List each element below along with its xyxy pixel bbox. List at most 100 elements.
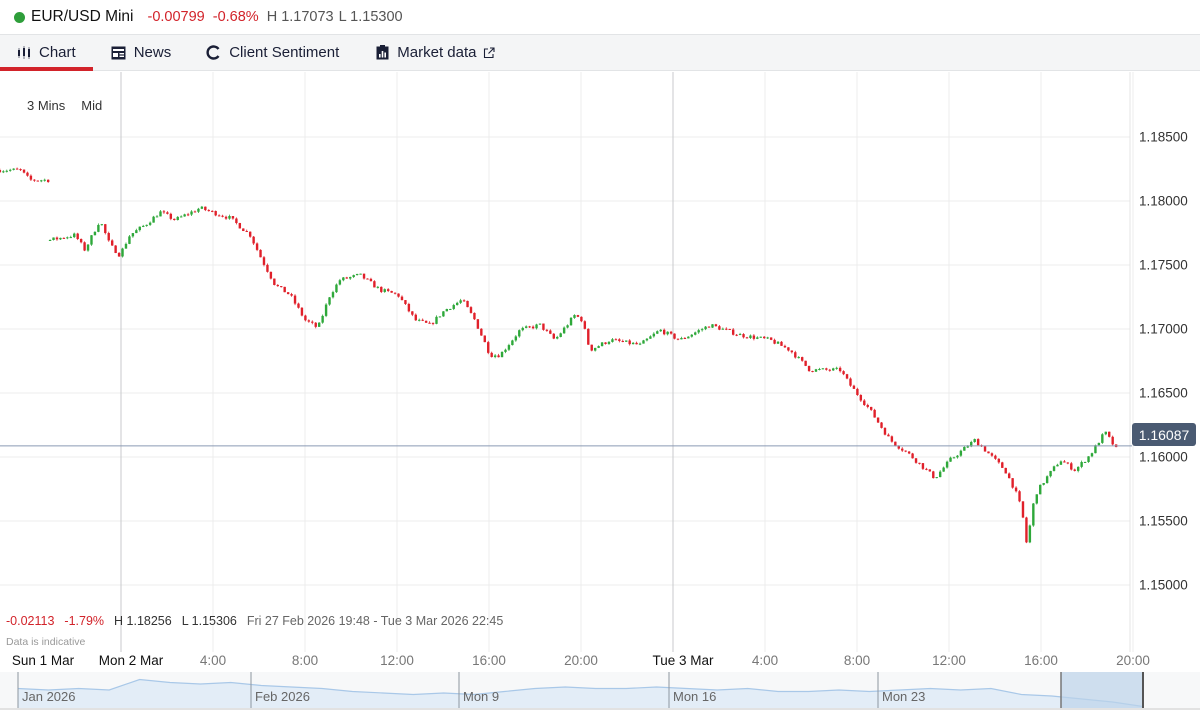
candle-up bbox=[449, 308, 452, 310]
candle-down bbox=[849, 378, 852, 386]
candle-down bbox=[1001, 462, 1004, 468]
candle-up bbox=[1049, 470, 1052, 477]
candle-down bbox=[231, 216, 235, 219]
candle-down bbox=[83, 242, 86, 251]
candle-down bbox=[669, 331, 673, 334]
candle-up bbox=[942, 467, 945, 472]
candle-up bbox=[1076, 466, 1080, 471]
candle-up bbox=[625, 340, 628, 342]
tab-news[interactable]: News bbox=[93, 35, 189, 71]
candle-up bbox=[43, 179, 46, 181]
candle-up bbox=[935, 477, 938, 479]
candle-down bbox=[904, 450, 907, 452]
candle-up bbox=[749, 335, 752, 339]
candle-down bbox=[411, 311, 414, 315]
candle-down bbox=[735, 334, 738, 336]
candle-up bbox=[1097, 442, 1101, 446]
candle-down bbox=[1018, 491, 1021, 502]
candle-up bbox=[638, 343, 642, 345]
candle-down bbox=[273, 278, 276, 285]
candle-down bbox=[193, 211, 197, 213]
candle-down bbox=[1004, 467, 1007, 474]
candle-down bbox=[431, 322, 435, 324]
candle-down bbox=[552, 333, 555, 339]
candle-up bbox=[1087, 456, 1090, 462]
candle-up bbox=[331, 292, 335, 298]
candle-up bbox=[1028, 525, 1032, 543]
candle-up bbox=[190, 211, 193, 215]
candle-down bbox=[397, 293, 400, 297]
tab-label: Market data bbox=[397, 44, 477, 61]
candle-down bbox=[769, 337, 773, 340]
candle-down bbox=[587, 328, 590, 345]
candle-down bbox=[918, 462, 921, 464]
clipboard-chart-icon bbox=[376, 45, 389, 60]
candle-down bbox=[114, 245, 117, 253]
tab-chart[interactable]: Chart bbox=[0, 35, 93, 71]
candle-down bbox=[255, 243, 259, 250]
candle-down bbox=[742, 334, 745, 338]
price-type-selector[interactable]: Mid bbox=[81, 98, 103, 113]
candle-up bbox=[12, 168, 15, 170]
candle-up bbox=[324, 304, 328, 316]
candle-up bbox=[652, 333, 656, 337]
candle-down bbox=[79, 239, 83, 243]
navigator[interactable] bbox=[0, 670, 1200, 710]
interval-selector[interactable]: 3 Mins bbox=[27, 98, 66, 113]
candle-up bbox=[9, 169, 12, 171]
candle-down bbox=[369, 278, 373, 282]
candle-up bbox=[973, 439, 976, 442]
candle-down bbox=[345, 277, 348, 279]
candle-up bbox=[597, 346, 600, 348]
candle-down bbox=[245, 231, 248, 233]
candle-down bbox=[280, 286, 283, 288]
tab-market-data[interactable]: Market data bbox=[356, 35, 520, 71]
price-tick-label: 1.18000 bbox=[1139, 193, 1188, 209]
tab-client-sentiment[interactable]: Client Sentiment bbox=[188, 35, 356, 71]
candle-down bbox=[1007, 473, 1011, 479]
candle-up bbox=[445, 309, 449, 312]
candle-up bbox=[493, 355, 497, 358]
refresh-circle-icon bbox=[206, 45, 220, 60]
candle-down bbox=[1063, 461, 1066, 463]
candle-down bbox=[880, 422, 883, 428]
candle-up bbox=[656, 331, 659, 334]
candle-down bbox=[262, 257, 266, 265]
candle-up bbox=[359, 273, 362, 275]
candle-up bbox=[832, 368, 835, 371]
candle-up bbox=[1039, 484, 1042, 495]
candle-down bbox=[773, 339, 776, 344]
candle-up bbox=[1080, 462, 1083, 467]
candle-down bbox=[252, 236, 255, 244]
candle-down bbox=[286, 292, 290, 295]
candle-up bbox=[383, 289, 386, 292]
candle-down bbox=[994, 455, 997, 459]
candle-up bbox=[649, 336, 652, 339]
navigator-period-label: Mon 16 bbox=[673, 689, 717, 704]
candle-up bbox=[335, 284, 338, 293]
candle-up bbox=[155, 216, 159, 218]
candle-down bbox=[728, 328, 731, 330]
external-link-icon bbox=[484, 46, 496, 58]
newspaper-icon bbox=[111, 46, 126, 59]
candle-up bbox=[5, 170, 8, 172]
candle-down bbox=[1025, 517, 1028, 543]
candle-up bbox=[183, 214, 186, 217]
candle-down bbox=[15, 168, 19, 170]
candle-up bbox=[694, 332, 697, 335]
candle-down bbox=[424, 320, 428, 323]
range-period: Fri 27 Feb 2026 19:48 - Tue 3 Mar 2026 2… bbox=[246, 614, 504, 628]
candle-up bbox=[559, 333, 562, 337]
candle-down bbox=[214, 210, 217, 216]
candle-down bbox=[373, 281, 376, 288]
candle-down bbox=[887, 434, 890, 437]
price-chart[interactable] bbox=[0, 72, 1200, 670]
candle-down bbox=[549, 330, 552, 334]
candle-up bbox=[535, 324, 538, 329]
candle-up bbox=[645, 338, 649, 341]
candle-up bbox=[593, 347, 597, 351]
candle-up bbox=[738, 334, 742, 336]
candle-down bbox=[300, 307, 304, 316]
candle-up bbox=[659, 329, 662, 332]
candle-up bbox=[963, 446, 966, 451]
